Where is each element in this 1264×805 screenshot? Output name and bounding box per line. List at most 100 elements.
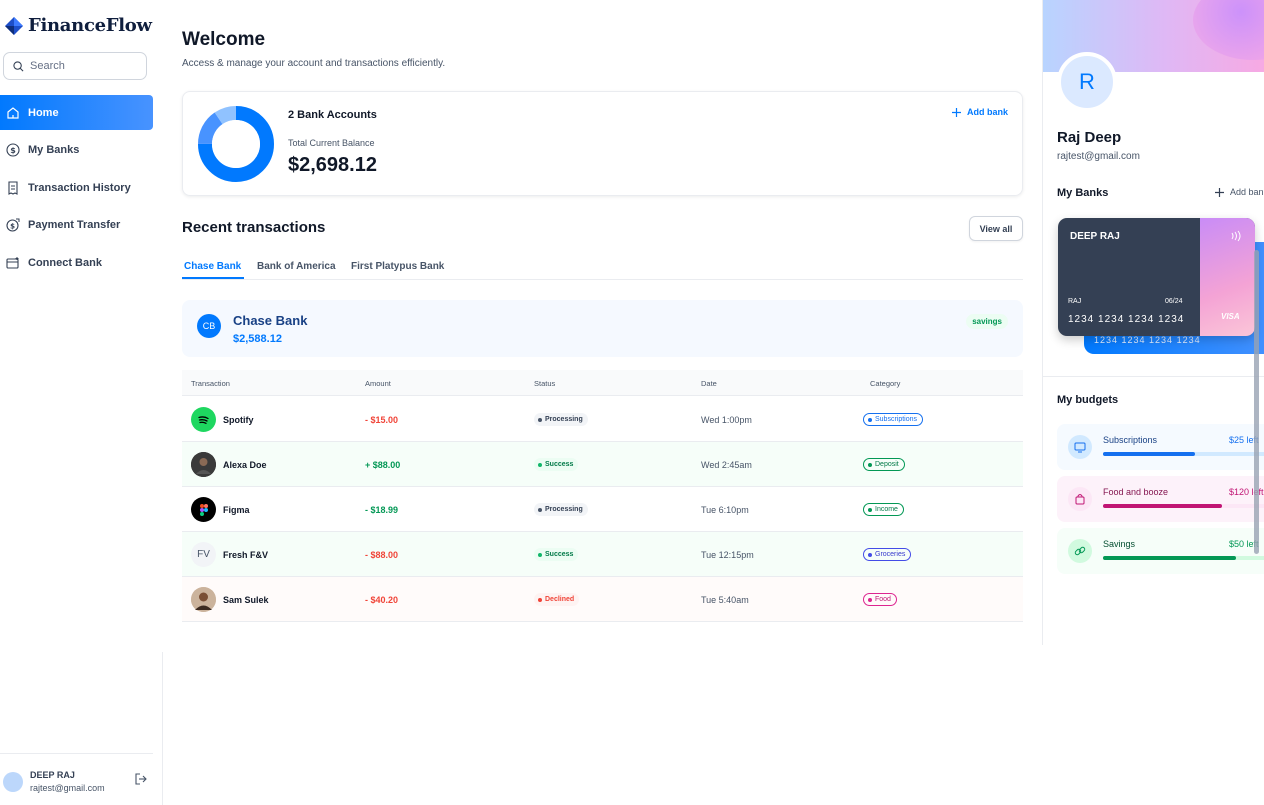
column-header: Amount	[365, 379, 391, 388]
bank-name: Chase Bank	[233, 313, 308, 328]
balance-donut-chart	[198, 106, 274, 182]
profile-name: Raj Deep	[1057, 129, 1122, 146]
table-row[interactable]: Sam Sulek - $40.20 Declined Tue 5:40am F…	[182, 577, 1023, 622]
transaction-date: Tue 5:40am	[701, 595, 749, 605]
add-bank-button[interactable]: Add bank	[951, 107, 1008, 117]
receipt-icon	[8, 180, 18, 195]
scrollbar[interactable]	[1254, 250, 1259, 554]
bank-info-card[interactable]: CB Chase Bank $2,588.12 savings	[182, 300, 1023, 357]
sidebar-item-label: My Banks	[28, 143, 80, 156]
sidebar-item-transaction-history[interactable]: Transaction History	[0, 170, 153, 205]
card-number: 1234 1234 1234 1234	[1068, 314, 1185, 325]
sidebar-item-home[interactable]: Home	[0, 95, 153, 130]
column-header: Category	[870, 379, 901, 388]
table-row[interactable]: Spotify - $15.00 Processing Wed 1:00pm S…	[182, 397, 1023, 442]
sidebar-item-my-banks[interactable]: $ My Banks	[0, 132, 153, 167]
card-name: DEEP RAJ	[1070, 231, 1120, 242]
user-footer: DEEP RAJ rajtest@gmail.com	[0, 753, 153, 805]
transaction-amount: + $88.00	[365, 460, 401, 470]
budget-item-food-and-booze[interactable]: Food and booze $120 left	[1057, 476, 1264, 522]
link-icon	[1068, 539, 1092, 563]
sidebar-item-label: Payment Transfer	[28, 218, 121, 231]
budget-item-subscriptions[interactable]: Subscriptions $25 left	[1057, 424, 1264, 470]
bank-balance: $2,588.12	[233, 333, 282, 345]
table-row[interactable]: Figma - $18.99 Processing Tue 6:10pm Inc…	[182, 487, 1023, 532]
spotify-icon	[191, 407, 216, 432]
tab-chase-bank[interactable]: Chase Bank	[184, 261, 242, 272]
budget-progress-fill	[1103, 452, 1195, 456]
category-badge: Deposit	[863, 458, 905, 471]
bank-card[interactable]: DEEP RAJ RAJ 06/24 1234 1234 1234 1234 V…	[1058, 218, 1255, 336]
transaction-date: Tue 6:10pm	[701, 505, 749, 515]
card-add-icon	[6, 256, 19, 269]
budget-item-savings[interactable]: Savings $50 left	[1057, 528, 1264, 574]
avatar-icon	[191, 587, 216, 612]
total-balance-value: $2,698.12	[288, 154, 377, 176]
tab-first-platypus-bank[interactable]: First Platypus Bank	[351, 261, 445, 272]
merchant-initials: FV	[191, 542, 216, 567]
budget-progress	[1103, 452, 1264, 456]
user-email: rajtest@gmail.com	[30, 783, 105, 793]
budget-progress	[1103, 556, 1264, 560]
budget-left: $25 left	[1229, 435, 1259, 445]
add-bank-label: Add bank	[1230, 187, 1264, 197]
budget-left: $120 left	[1229, 487, 1264, 497]
profile-avatar[interactable]: R	[1057, 52, 1117, 112]
svg-text:$: $	[10, 222, 15, 230]
budget-progress-fill	[1103, 556, 1236, 560]
budget-name: Subscriptions	[1103, 435, 1158, 445]
total-balance-card: 2 Bank Accounts Total Current Balance $2…	[182, 91, 1023, 196]
budget-name: Savings	[1103, 539, 1136, 549]
logout-icon[interactable]	[135, 773, 147, 785]
logo-icon	[5, 16, 23, 35]
budget-progress	[1103, 504, 1264, 508]
money-send-icon: $	[6, 218, 20, 232]
bank-accounts-count: 2 Bank Accounts	[288, 109, 377, 121]
page-title: Welcome	[182, 29, 266, 50]
logo[interactable]: FinanceFlow	[4, 15, 152, 36]
category-badge: Income	[863, 503, 904, 516]
search-input[interactable]: Search	[3, 52, 147, 80]
budget-progress-fill	[1103, 504, 1222, 508]
category-label: Income	[875, 506, 898, 513]
category-label: Groceries	[875, 551, 906, 558]
divider	[1043, 376, 1264, 377]
tab-bank-of-america[interactable]: Bank of America	[257, 261, 336, 272]
card-number: 1234 1234 1234 1234	[1094, 335, 1201, 345]
sidebar-item-connect-bank[interactable]: Connect Bank	[0, 245, 153, 280]
status-badge: Success	[534, 548, 579, 561]
visa-logo: VISA	[1221, 312, 1240, 321]
page-subtitle: Access & manage your account and transac…	[182, 58, 446, 69]
shopping-bag-icon	[1068, 487, 1092, 511]
my-budgets-title: My budgets	[1057, 394, 1119, 406]
transaction-amount: - $40.20	[365, 595, 399, 605]
category-badge: Food	[863, 593, 897, 606]
figma-icon	[191, 497, 216, 522]
card-decoration	[1200, 218, 1255, 336]
status-label: Success	[545, 551, 574, 558]
active-tab-indicator	[182, 277, 244, 279]
status-badge: Processing	[534, 503, 588, 516]
table-row[interactable]: Alexa Doe + $88.00 Success Wed 2:45am De…	[182, 442, 1023, 487]
avatar[interactable]	[3, 772, 23, 792]
card-expiry: 06/24	[1165, 298, 1183, 305]
view-all-button[interactable]: View all	[969, 216, 1023, 241]
status-label: Declined	[545, 596, 575, 603]
sidebar-item-label: Transaction History	[28, 181, 131, 194]
column-header: Transaction	[191, 379, 230, 388]
table-row[interactable]: FV Fresh F&V - $88.00 Success Tue 12:15p…	[182, 532, 1023, 577]
dollar-circle-icon: $	[6, 142, 20, 157]
budget-left: $50 left	[1229, 539, 1259, 549]
recent-transactions-title: Recent transactions	[182, 219, 326, 236]
total-balance-label: Total Current Balance	[288, 138, 375, 148]
table-header: Transaction Amount Status Date Category	[182, 370, 1023, 396]
profile-email: rajtest@gmail.com	[1057, 151, 1140, 162]
sidebar-item-payment-transfer[interactable]: $ Payment Transfer	[0, 207, 153, 242]
add-bank-label: Add bank	[966, 107, 1008, 117]
app-name: FinanceFlow	[28, 15, 152, 36]
transaction-name: Figma	[223, 505, 250, 515]
plus-icon	[1215, 187, 1224, 197]
sidebar-divider	[162, 652, 163, 805]
add-bank-button[interactable]: Add bank	[1215, 187, 1264, 197]
sidebar-item-label: Connect Bank	[28, 256, 102, 269]
